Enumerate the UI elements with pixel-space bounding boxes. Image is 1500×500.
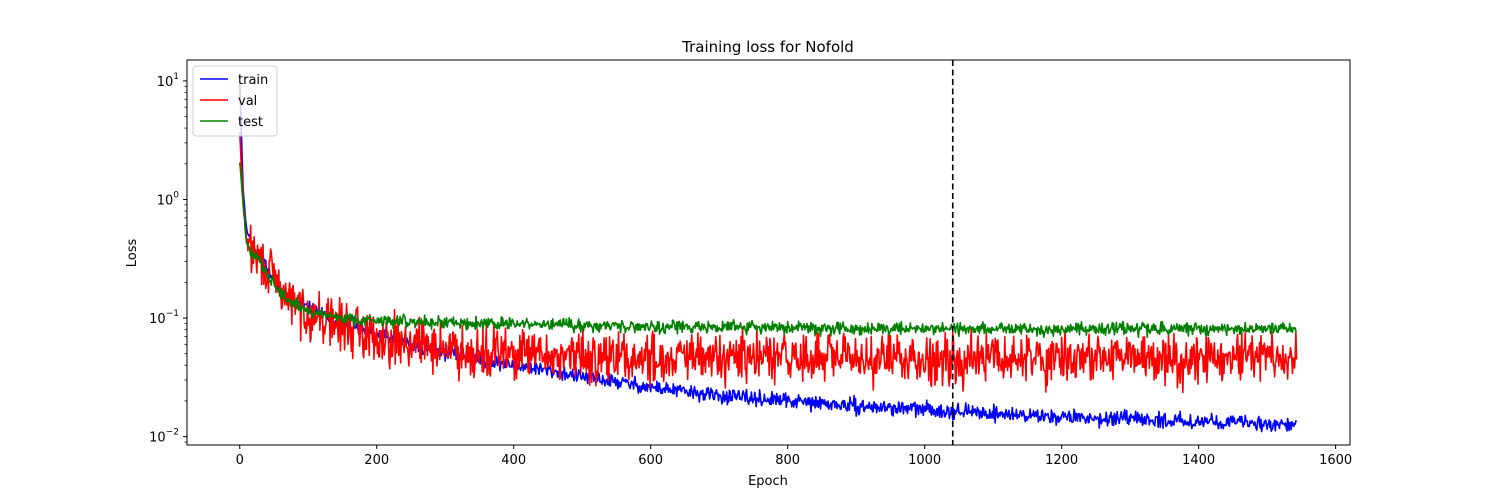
y-tick-label: 10	[157, 75, 174, 90]
x-tick-label: 800	[775, 453, 800, 468]
x-axis: 0 200 400 600 800 1000 1200 1400 1600	[236, 445, 1352, 468]
legend: train val test	[192, 65, 278, 137]
y-tick-exponent: 1	[173, 72, 179, 82]
legend-label-train: train	[238, 73, 268, 88]
y-tick-label: 10	[157, 193, 174, 208]
x-axis-title: Epoch	[748, 474, 788, 489]
x-tick-label: 600	[638, 453, 663, 468]
chart-title: Training loss for Nofold	[681, 38, 854, 56]
series-layer	[238, 82, 1298, 433]
series-line-test	[238, 162, 1298, 339]
y-tick-label: 10	[149, 312, 166, 327]
plot-area-frame	[186, 59, 1351, 446]
series-line-val	[238, 132, 1298, 394]
x-tick-label: 0	[236, 453, 244, 468]
legend-label-val: val	[238, 94, 257, 109]
y-tick-label: 10	[149, 431, 166, 446]
y-tick-exponent: −1	[166, 309, 179, 319]
x-tick-label: 1400	[1182, 453, 1215, 468]
x-tick-label: 400	[501, 453, 526, 468]
x-tick-label: 1600	[1319, 453, 1352, 468]
legend-box	[192, 65, 278, 137]
y-tick-exponent: −2	[166, 428, 179, 438]
x-tick-label: 1200	[1045, 453, 1078, 468]
legend-label-test: test	[238, 115, 263, 130]
y-axis-title: Loss	[125, 239, 140, 268]
x-tick-label: 1000	[908, 453, 941, 468]
x-tick-label: 200	[364, 453, 389, 468]
y-tick-exponent: 0	[173, 190, 179, 200]
